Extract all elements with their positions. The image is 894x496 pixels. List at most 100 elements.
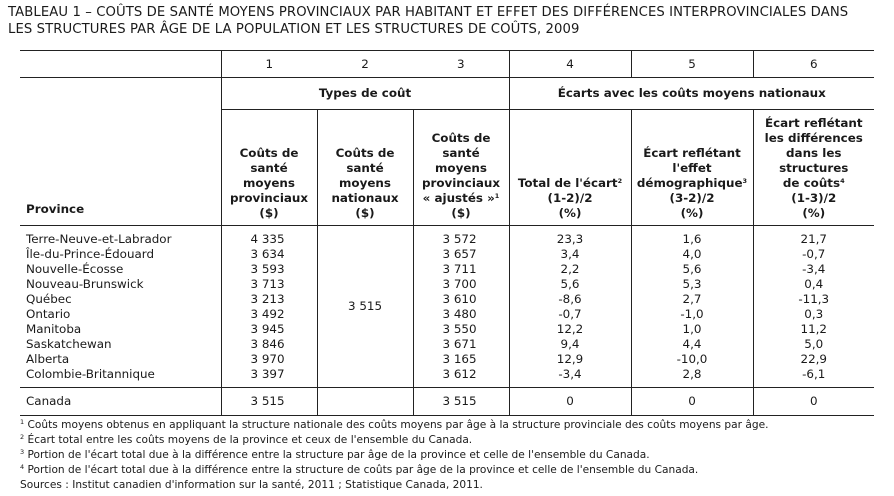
header-col-6: Écart reflétant les différences dans les… <box>752 109 875 226</box>
cell-value: 0,4 <box>804 276 824 291</box>
province-name: Île-du-Prince-Édouard <box>26 246 155 261</box>
cell-value: 2,7 <box>682 291 702 306</box>
column-number-row: 1 2 3 4 5 6 <box>20 50 874 78</box>
cell-value: 4 335 <box>250 231 285 246</box>
column-header-row: Province Coûts de santé moyens provincia… <box>20 109 875 226</box>
header-col-5-text: démographique <box>636 175 743 190</box>
group-header-row: Types de coût Écarts avec les coûts moye… <box>20 77 874 110</box>
header-col-5-line: démographique3 <box>632 176 753 191</box>
cell-value: 5,0 <box>804 336 824 351</box>
cell-value: 1,0 <box>682 321 702 336</box>
header-col-3-line: provinciaux <box>421 175 501 190</box>
cell-value: 3 846 <box>250 336 285 351</box>
data-table: 1 2 3 4 5 6 Types de coût Écarts avec le… <box>20 50 874 416</box>
footnote-ref-1: 1 <box>494 191 500 200</box>
header-col-5-line: (3-2)/2 <box>669 190 715 205</box>
cell-value: -6,1 <box>802 366 826 381</box>
cell-value: 3 945 <box>250 321 285 336</box>
col-number-2: 2 <box>317 50 413 78</box>
canada-col6: 0 <box>752 387 874 416</box>
cell-value: 3 593 <box>250 261 285 276</box>
province-name: Nouveau-Brunswick <box>26 276 144 291</box>
cell-value: 3 572 <box>442 231 477 246</box>
province-name: Terre-Neuve-et-Labrador <box>26 231 172 246</box>
col1-values: 4 335 3 634 3 593 3 713 3 213 3 492 3 94… <box>220 225 317 388</box>
header-col-3-line: Coûts de <box>431 130 491 145</box>
footnote-1: 1 Coûts moyens obtenus en appliquant la … <box>20 418 880 433</box>
header-col-1-line: Coûts de <box>239 145 299 160</box>
cell-value: 0,3 <box>804 306 824 321</box>
footnote-ref-3: 3 <box>742 176 748 185</box>
cell-value: 22,9 <box>800 351 827 366</box>
cell-value: 12,2 <box>556 321 584 336</box>
cell-value: -1,0 <box>680 306 704 321</box>
header-col-4-text: Total de l'écart <box>517 175 618 190</box>
canada-col1: 3 515 <box>220 387 317 416</box>
footnote-3: 3 Portion de l'écart total due à la diff… <box>20 448 880 463</box>
col4-values: 23,3 3,4 2,2 5,6 -8,6 -0,7 12,2 9,4 12,9… <box>508 225 631 388</box>
corner-cell <box>20 51 221 78</box>
cell-value: 5,6 <box>682 261 702 276</box>
cell-value: 3 213 <box>250 291 285 306</box>
cell-value: 3 492 <box>250 306 285 321</box>
header-col-6-line: (%) <box>802 205 826 220</box>
footnote-ref-4: 4 <box>840 176 845 185</box>
header-col-3-line: moyens <box>435 160 487 175</box>
header-col-6-text: de coûts <box>782 175 841 190</box>
cell-value: -8,6 <box>558 291 582 306</box>
cell-value: 5,3 <box>682 276 702 291</box>
col5-values: 1,6 4,0 5,6 5,3 2,7 -1,0 1,0 4,4 -10,0 2… <box>630 225 753 388</box>
header-col-5-line: (%) <box>680 205 704 220</box>
canada-row: Canada 3 515 3 515 0 0 0 <box>20 387 874 416</box>
province-name: Saskatchewan <box>26 336 112 351</box>
footnote-ref-2: 2 <box>617 176 623 185</box>
col-number-4: 4 <box>508 50 631 78</box>
col3-values: 3 572 3 657 3 711 3 700 3 610 3 480 3 55… <box>412 225 509 388</box>
header-col-2-line: nationaux <box>331 190 399 205</box>
header-col-6-line: (1-3)/2 <box>791 190 837 205</box>
cell-value: 3 480 <box>442 306 477 321</box>
header-col-6-line: les différences <box>764 130 863 145</box>
cell-value: 3 657 <box>442 246 477 261</box>
cell-value: -3,4 <box>802 261 826 276</box>
header-col-2-line: moyens <box>339 175 391 190</box>
header-col-2: Coûts de santé moyens nationaux ($) <box>316 109 413 226</box>
col-number-3: 3 <box>413 50 509 78</box>
group-types-de-cout: Types de coût <box>220 77 509 110</box>
province-name: Manitoba <box>26 321 82 336</box>
province-body: Terre-Neuve-et-Labrador Île-du-Prince-Éd… <box>20 225 874 388</box>
header-col-3-line: ($) <box>451 205 471 220</box>
header-col-2-line: Coûts de <box>335 145 395 160</box>
header-col-4-line: Total de l'écart2 <box>510 176 631 191</box>
header-col-4: Total de l'écart2 (1-2)/2 (%) <box>508 109 631 226</box>
corner-cell-2 <box>20 78 221 110</box>
cell-value: 12,9 <box>556 351 584 366</box>
footnote-2: 2 Écart total entre les coûts moyens de … <box>20 433 880 448</box>
cell-value: 4,4 <box>682 336 702 351</box>
col2-merged-value: 3 515 <box>316 225 413 388</box>
col-number-1: 1 <box>220 50 317 78</box>
cell-value: -0,7 <box>802 246 826 261</box>
cell-value: -0,7 <box>558 306 582 321</box>
cell-value: 1,6 <box>682 231 702 246</box>
cell-value: 3 610 <box>442 291 477 306</box>
header-col-3-line: santé <box>442 145 480 160</box>
canada-col2-empty <box>316 387 413 416</box>
cell-value: 5,6 <box>560 276 580 291</box>
col-number-6: 6 <box>752 50 874 78</box>
header-col-3: Coûts de santé moyens provinciaux « ajus… <box>412 109 509 226</box>
header-col-4-line: (1-2)/2 <box>547 190 593 205</box>
source-line: Sources : Institut canadien d'informatio… <box>20 479 483 491</box>
header-col-6-line: de coûts4 <box>754 176 875 191</box>
province-name: Ontario <box>26 306 71 321</box>
footnote-marker: 3 <box>20 448 25 456</box>
title-line-2: LES STRUCTURES PAR ÂGE DE LA POPULATION … <box>8 22 580 37</box>
header-col-5-line: l'effet <box>672 160 712 175</box>
header-col-5-line: Écart reflétant <box>643 145 741 160</box>
footnotes: 1 Coûts moyens obtenus en appliquant la … <box>20 418 880 493</box>
col6-values: 21,7 -0,7 -3,4 0,4 -11,3 0,3 11,2 5,0 22… <box>752 225 874 388</box>
canada-col5: 0 <box>630 387 753 416</box>
cell-value: 2,8 <box>682 366 702 381</box>
header-col-6-line: dans les structures <box>779 145 849 175</box>
footnote-marker: 2 <box>20 433 25 441</box>
